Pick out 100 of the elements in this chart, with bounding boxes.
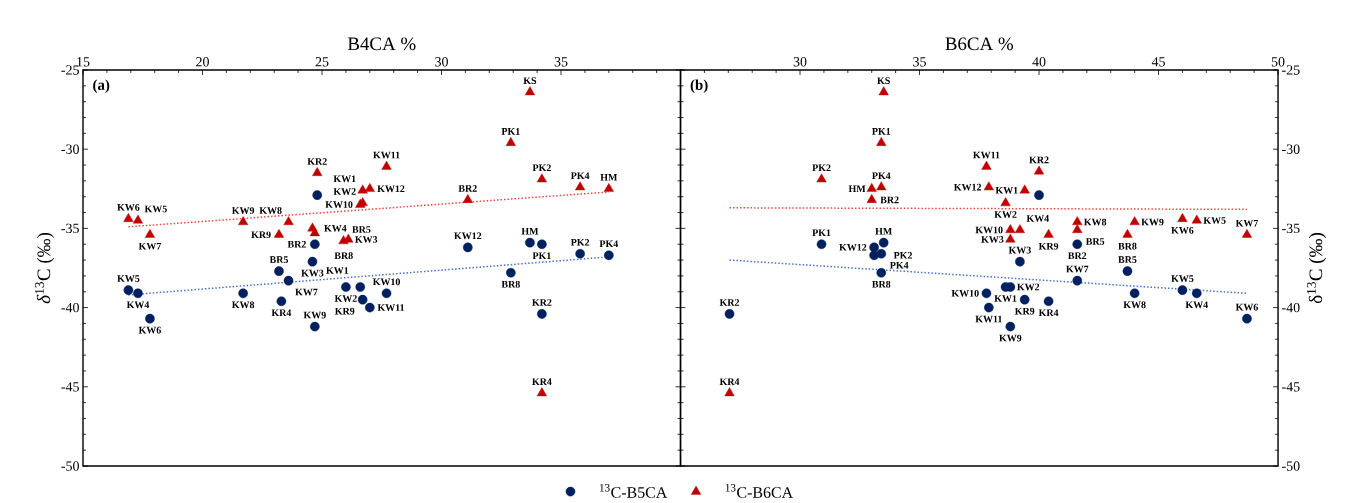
annotation: PK1 <box>532 252 551 259</box>
y-tick-label: -40 <box>61 302 79 313</box>
y-tick-label: -30 <box>1282 144 1300 154</box>
annotation: KW4 <box>1185 301 1208 309</box>
annotation: PK1 <box>812 229 831 236</box>
x-tick-label: 35 <box>913 57 926 67</box>
annotation: KW2 <box>994 211 1017 218</box>
annotation: KW11 <box>373 151 400 159</box>
legend-label: $^{13}$C-B6CA <box>725 483 794 498</box>
annotation: PK2 <box>570 238 590 246</box>
annotation: KW3 <box>301 269 324 277</box>
annotation: KR2 <box>307 158 327 165</box>
annotation: KW8 <box>231 301 255 309</box>
annotation: KR4 <box>1038 309 1059 316</box>
annotation: BR8 <box>1118 242 1137 250</box>
annotation: BR8 <box>501 280 520 288</box>
annotation: KW7 <box>1235 219 1259 227</box>
annotation: KR2 <box>719 299 740 306</box>
y-axis-title: δ$^{13}$C (‰) <box>35 232 55 304</box>
y-tick-label: -25 <box>61 65 79 75</box>
annotation: KW1 <box>994 295 1017 302</box>
annotation: KW1 <box>995 186 1018 194</box>
x-tick-label: 25 <box>315 57 329 67</box>
annotation: PK2 <box>812 164 831 171</box>
annotation: KW5 <box>117 275 140 282</box>
x-tick-label: 15 <box>77 57 90 67</box>
y-tick-label: -40 <box>1282 302 1300 313</box>
annotation: KW10 <box>325 201 353 208</box>
annotation: BR5 <box>352 226 371 233</box>
annotation: HM <box>521 227 539 235</box>
annotation: KR9 <box>334 307 355 315</box>
x-tick-label: 30 <box>435 56 448 67</box>
annotation: KW6 <box>1235 303 1259 311</box>
x-tick-label: 20 <box>196 56 209 67</box>
annotation: KW4 <box>324 224 347 232</box>
annotation: BR2 <box>880 196 899 204</box>
y-tick-label: -35 <box>1282 223 1300 233</box>
annotation: KW9 <box>303 311 326 319</box>
annotation: KW10 <box>372 278 401 286</box>
annotation: PK4 <box>889 261 909 269</box>
annotation: (a) <box>93 79 110 93</box>
x-tick-label: 30 <box>793 56 807 67</box>
y-tick-label: -30 <box>61 144 79 154</box>
annotation: KW9 <box>231 207 255 214</box>
annotation: KW4 <box>1026 215 1049 222</box>
y-axis-title: δ$^{13}$C (‰) <box>1306 232 1327 303</box>
annotation: KW7 <box>138 242 162 250</box>
annotation: KS <box>877 77 890 84</box>
annotation: KW7 <box>1066 265 1089 273</box>
y-tick-label: -50 <box>1282 461 1300 471</box>
annotation: KW1 <box>326 267 349 274</box>
annotation: PK1 <box>872 127 891 135</box>
annotation: KW10 <box>975 226 1003 234</box>
annotation: KW5 <box>1171 275 1194 282</box>
annotation: KW5 <box>144 205 167 213</box>
annotation: KR4 <box>271 309 292 316</box>
legend-label: $^{13}$C-B5CA <box>599 483 668 498</box>
annotation: KR2 <box>1029 156 1049 164</box>
annotation: KW12 <box>953 183 982 191</box>
annotation: KR9 <box>251 231 271 238</box>
annotation: KW10 <box>951 289 979 297</box>
annotation: BR2 <box>1068 252 1087 259</box>
annotation: KW11 <box>377 304 405 311</box>
annotation: PK4 <box>599 240 619 248</box>
y-tick-label: -45 <box>1282 382 1300 392</box>
y-tick-label: -45 <box>61 382 79 392</box>
annotation: KR4 <box>719 378 740 385</box>
annotation: (b) <box>690 79 708 93</box>
y-tick-label: -35 <box>61 223 79 233</box>
annotation: PK4 <box>872 172 891 179</box>
annotation: PK2 <box>893 251 913 259</box>
annotation: KR2 <box>532 299 552 306</box>
x-axis-title: B4CA % <box>347 37 416 51</box>
annotation: KW8 <box>1083 218 1107 226</box>
x-tick-label: 45 <box>1151 57 1165 67</box>
annotation: KW12 <box>377 185 405 193</box>
annotation: KW7 <box>295 288 318 296</box>
annotation: KW6 <box>1171 226 1194 234</box>
annotation: PK2 <box>532 164 551 171</box>
x-axis-title: B6CA % <box>945 37 1014 51</box>
annotation: KW2 <box>333 188 356 195</box>
annotation: BR5 <box>1085 238 1105 245</box>
x-tick-label: 40 <box>1032 56 1046 67</box>
annotation: PK4 <box>570 172 590 179</box>
y-tick-label: -25 <box>1282 65 1300 75</box>
x-tick-label: 35 <box>554 57 568 67</box>
annotation: KW1 <box>333 175 356 183</box>
annotation: KW6 <box>138 326 161 334</box>
annotation: BR2 <box>287 240 306 248</box>
annotation: KW8 <box>1123 301 1146 309</box>
annotation: KW12 <box>454 232 482 240</box>
annotation: BR8 <box>872 280 891 288</box>
annotation: KS <box>523 77 537 84</box>
annotation: KW11 <box>975 315 1002 323</box>
annotation: KR9 <box>1014 307 1035 315</box>
annotation: HM <box>600 173 618 181</box>
annotation: KW3 <box>1008 246 1031 254</box>
annotation: KW9 <box>999 334 1022 342</box>
x-tick-label: 50 <box>1271 56 1285 67</box>
annotation: KW5 <box>1203 217 1226 224</box>
